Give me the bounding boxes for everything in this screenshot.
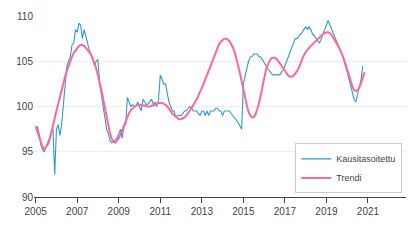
svg-text:110: 110: [17, 11, 33, 22]
svg-text:2013: 2013: [191, 206, 214, 217]
svg-text:2019: 2019: [315, 206, 338, 217]
svg-text:2007: 2007: [66, 206, 89, 217]
svg-text:2015: 2015: [232, 206, 255, 217]
svg-text:Trendi: Trendi: [336, 173, 361, 183]
svg-text:90: 90: [22, 192, 34, 203]
svg-text:105: 105: [16, 56, 33, 67]
svg-text:2017: 2017: [274, 206, 297, 217]
svg-text:95: 95: [22, 146, 34, 157]
svg-text:2009: 2009: [108, 206, 131, 217]
svg-text:100: 100: [16, 101, 33, 112]
svg-text:2021: 2021: [357, 206, 380, 217]
svg-text:2005: 2005: [25, 206, 48, 217]
svg-text:Kausitasoitettu: Kausitasoitettu: [336, 154, 395, 164]
svg-text:2011: 2011: [150, 206, 172, 217]
